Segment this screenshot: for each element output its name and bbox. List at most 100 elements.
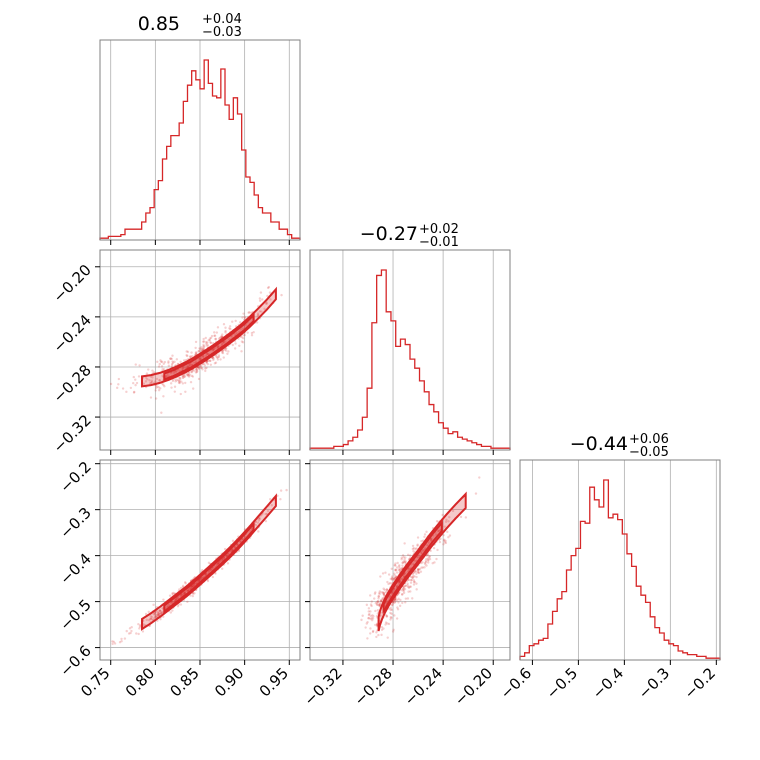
sample-point xyxy=(367,616,371,620)
sample-point xyxy=(165,604,168,608)
sample-point xyxy=(191,594,195,598)
sample-point xyxy=(213,565,216,568)
sample-point xyxy=(205,352,209,356)
sample-point xyxy=(442,543,445,546)
sample-point xyxy=(137,632,140,636)
sample-point xyxy=(427,542,431,545)
sample-point xyxy=(398,564,401,567)
sample-point xyxy=(397,568,401,572)
sample-point xyxy=(428,555,431,558)
sample-point xyxy=(209,359,212,362)
sample-point xyxy=(205,344,208,347)
title-param-1-plus: +0.02 xyxy=(419,222,459,237)
sample-point xyxy=(198,358,202,361)
sample-point xyxy=(179,360,182,364)
sample-point xyxy=(207,570,211,574)
sample-point xyxy=(174,378,177,381)
x-tick-label-1: −0.5 xyxy=(543,664,581,702)
sample-point xyxy=(186,354,189,358)
sample-point xyxy=(412,547,416,550)
sample-point xyxy=(380,625,384,629)
sample-point xyxy=(400,593,404,596)
sample-point xyxy=(208,337,212,340)
sample-point xyxy=(360,618,363,622)
sample-point xyxy=(169,357,172,360)
sample-point xyxy=(376,609,380,612)
sample-point xyxy=(422,548,425,552)
sample-point xyxy=(202,340,206,343)
sample-point xyxy=(178,379,181,383)
sample-point xyxy=(185,350,188,353)
sample-point xyxy=(152,371,156,374)
sample-point xyxy=(224,340,227,343)
sample-point xyxy=(451,509,455,513)
title-param-0-minus: −0.03 xyxy=(202,25,242,40)
sample-point xyxy=(421,566,425,569)
sample-point xyxy=(128,627,132,630)
sample-point xyxy=(413,580,416,584)
sample-point xyxy=(241,316,244,319)
sample-point xyxy=(213,334,217,337)
sample-point xyxy=(216,326,220,329)
sample-point xyxy=(177,378,180,382)
sample-point xyxy=(391,630,395,633)
sample-point xyxy=(375,614,379,618)
sample-point xyxy=(199,347,202,351)
sample-point xyxy=(369,617,372,621)
sample-point xyxy=(149,617,152,621)
sample-point xyxy=(150,617,153,621)
sample-point xyxy=(384,623,387,626)
sample-point xyxy=(370,600,373,603)
sample-point xyxy=(152,603,155,607)
sample-point xyxy=(399,568,402,572)
sample-point xyxy=(163,385,166,388)
sample-point xyxy=(236,543,239,546)
sample-point xyxy=(385,588,389,591)
sample-point xyxy=(205,360,208,364)
panel-0-0 xyxy=(99,39,301,245)
sample-point xyxy=(171,609,174,612)
sample-point xyxy=(129,631,132,635)
sample-point xyxy=(195,367,198,371)
sample-point xyxy=(194,360,198,363)
sample-point xyxy=(390,592,393,595)
sample-point xyxy=(159,612,163,615)
sample-point xyxy=(190,370,193,373)
sample-point xyxy=(366,637,369,640)
sample-point xyxy=(445,518,448,521)
sample-point xyxy=(390,567,393,570)
sample-point xyxy=(252,331,255,334)
sample-point xyxy=(416,543,419,546)
sample-point xyxy=(138,625,142,628)
sample-point xyxy=(447,520,450,523)
sample-point xyxy=(415,572,418,575)
sample-point xyxy=(243,535,247,538)
sample-point xyxy=(138,627,141,630)
sample-point xyxy=(246,331,249,334)
sample-point xyxy=(216,345,220,348)
sample-point xyxy=(189,355,192,359)
sample-point xyxy=(385,615,388,618)
sample-point xyxy=(407,585,410,589)
sample-point xyxy=(224,349,228,352)
sample-point xyxy=(390,604,393,607)
sample-point xyxy=(371,614,374,617)
sample-point xyxy=(369,627,372,630)
sample-point xyxy=(381,572,385,575)
histogram-0 xyxy=(99,59,301,240)
sample-point xyxy=(230,549,233,552)
sample-point xyxy=(157,386,160,389)
sample-point xyxy=(192,584,195,587)
sample-point xyxy=(369,614,373,618)
sample-point xyxy=(161,610,164,613)
sample-point xyxy=(205,366,208,370)
sample-point xyxy=(394,600,397,604)
sample-point xyxy=(370,604,373,608)
sample-point xyxy=(221,351,225,355)
sample-point xyxy=(141,630,145,633)
sample-point xyxy=(200,348,204,352)
sample-point xyxy=(224,326,227,329)
sample-point xyxy=(443,525,446,528)
sample-point xyxy=(150,381,153,385)
sample-point xyxy=(204,367,207,370)
